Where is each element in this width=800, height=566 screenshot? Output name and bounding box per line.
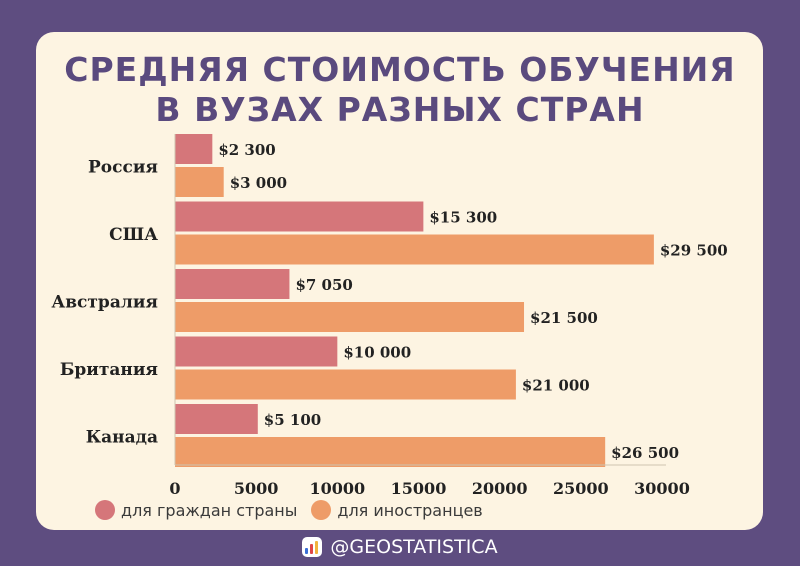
data-label: $29 500 bbox=[660, 242, 728, 260]
bar-foreigners bbox=[175, 437, 606, 467]
data-label: $10 000 bbox=[343, 344, 411, 362]
bar-citizens bbox=[175, 336, 338, 367]
x-tick-label: 30000 bbox=[634, 479, 690, 498]
category-label: США bbox=[109, 225, 158, 245]
category-label: Канада bbox=[86, 428, 158, 448]
category-label: Австралия bbox=[51, 293, 158, 313]
x-tick-label: 15000 bbox=[391, 479, 447, 498]
data-label: $21 000 bbox=[522, 377, 590, 395]
category-label: Британия bbox=[60, 360, 158, 380]
data-label: $26 500 bbox=[611, 444, 679, 462]
legend-label-citizens: для граждан страны bbox=[121, 500, 298, 520]
legend-item-foreigners: для иностранцев bbox=[311, 500, 483, 520]
bar-citizens bbox=[175, 201, 424, 232]
title-line-1: СРЕДНЯЯ СТОИМОСТЬ ОБУЧЕНИЯ bbox=[64, 50, 736, 89]
data-label: $2 300 bbox=[218, 141, 275, 159]
bar-foreigners bbox=[175, 167, 224, 197]
bar-citizens bbox=[175, 269, 290, 299]
title-line-2: В ВУЗАХ РАЗНЫХ СТРАН bbox=[155, 90, 645, 129]
legend-item-citizens: для граждан страны bbox=[95, 500, 297, 520]
data-label: $21 500 bbox=[530, 309, 598, 327]
bar-foreigners bbox=[175, 234, 654, 265]
x-tick-label: 0 bbox=[169, 479, 180, 498]
data-label: $5 100 bbox=[264, 411, 321, 429]
x-tick-label: 10000 bbox=[309, 479, 365, 498]
legend-label-foreigners: для иностранцев bbox=[337, 500, 483, 520]
bar-foreigners bbox=[175, 302, 525, 332]
category-label: Россия bbox=[88, 158, 158, 178]
footer-handle: @GEOSTATISTICA bbox=[330, 536, 498, 558]
footer: @GEOSTATISTICA bbox=[0, 536, 800, 558]
legend-swatch-citizens bbox=[95, 500, 115, 520]
x-tick-label: 20000 bbox=[472, 479, 528, 498]
legend-swatch-foreigners bbox=[311, 500, 332, 520]
x-tick-label: 25000 bbox=[553, 479, 609, 498]
data-label: $15 300 bbox=[429, 209, 497, 227]
chart-title: СРЕДНЯЯ СТОИМОСТЬ ОБУЧЕНИЯ В ВУЗАХ РАЗНЫ… bbox=[0, 50, 800, 130]
data-label: $7 050 bbox=[295, 276, 352, 294]
legend: для граждан страны для иностранцев bbox=[95, 500, 497, 520]
bar-foreigners bbox=[175, 369, 516, 400]
bar-citizens bbox=[175, 134, 213, 164]
x-tick-label: 5000 bbox=[234, 479, 279, 498]
bar-citizens bbox=[175, 404, 258, 434]
bar-chart-logo-icon bbox=[302, 537, 323, 557]
data-label: $3 000 bbox=[230, 174, 287, 192]
